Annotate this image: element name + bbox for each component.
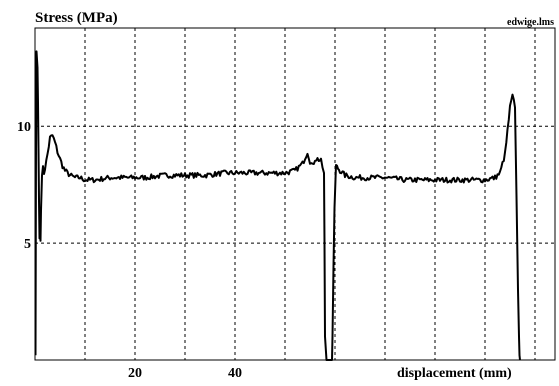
series-line <box>34 50 521 361</box>
y-tick-labels: 5 10 <box>17 120 31 252</box>
grid-layer <box>35 28 555 360</box>
y-axis-label: Stress (MPa) <box>35 10 118 26</box>
file-name-label: edwige.lms <box>507 17 554 28</box>
y-tick-label: 10 <box>17 120 31 135</box>
x-tick-labels: 20 40 <box>128 366 242 381</box>
x-tick-label: 20 <box>128 366 142 381</box>
x-tick-label: 40 <box>228 366 242 381</box>
y-tick-label: 5 <box>24 237 31 252</box>
plot-frame <box>34 27 556 361</box>
x-axis-label: displacement (mm) <box>397 366 512 381</box>
